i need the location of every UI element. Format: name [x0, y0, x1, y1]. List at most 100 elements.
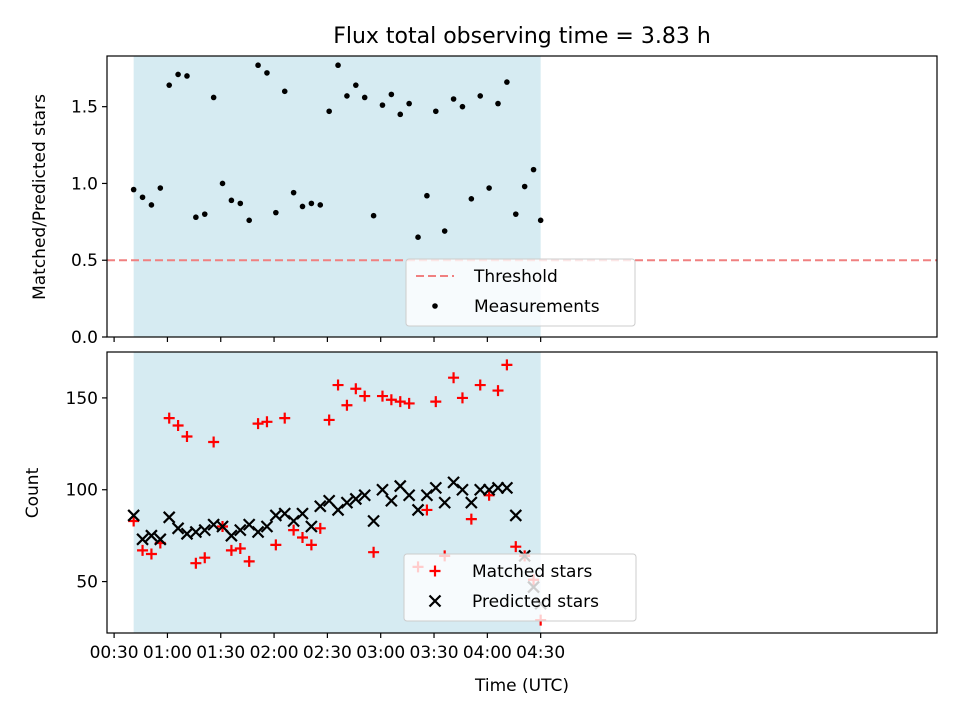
measurement-point [157, 185, 164, 191]
matched-star-point [199, 552, 211, 564]
measurement-point [361, 94, 368, 101]
matched-star-point [288, 524, 300, 536]
predicted-star-point [313, 499, 327, 513]
measurement-point [477, 93, 484, 99]
predicted-star-point [500, 481, 514, 495]
matched-star-point [128, 515, 140, 527]
matched-star-point [510, 541, 522, 553]
top-legend-box [405, 258, 636, 327]
bottom-axes-frame [106, 351, 938, 634]
predicted-star-point [171, 522, 185, 535]
legend-label: Threshold [473, 267, 558, 287]
matched-star-point [350, 383, 362, 395]
measurement-point [299, 203, 306, 210]
measurement-point [424, 192, 430, 199]
measurement-point [450, 96, 457, 102]
measurement-point [166, 82, 173, 88]
matched-star-point [314, 522, 326, 534]
top-panel: 0.0 0.5 1.0 1.5 Threshold Measurements [71, 55, 938, 348]
matched-star-point [456, 392, 468, 404]
matched-star-point [145, 548, 157, 560]
predicted-star-point [456, 483, 469, 497]
measurement-point [433, 108, 439, 115]
matched-star-point [137, 544, 149, 556]
x-tick-label: 02:00 [250, 643, 299, 663]
matched-star-point [190, 557, 202, 569]
legend-label: Predicted stars [472, 592, 599, 612]
predicted-star-point [349, 492, 363, 506]
measurement-point [326, 108, 332, 115]
top-axes-frame [106, 55, 938, 338]
matched-star-point [297, 531, 309, 543]
measurement-point [388, 91, 395, 98]
legend-label: Measurements [474, 297, 600, 317]
measurement-point [264, 70, 270, 76]
measurement-point [246, 217, 252, 224]
matched-star-point [492, 385, 504, 397]
measurement-point [495, 100, 501, 107]
measurement-point [521, 183, 528, 190]
x-tick-label: 03:30 [410, 643, 459, 663]
x-tick-label: 01:00 [143, 643, 192, 663]
measurement-point [335, 62, 341, 69]
matched-star-point [270, 539, 282, 551]
measurement-point [406, 100, 412, 107]
predicted-star-point [136, 533, 149, 546]
matched-star-point [474, 379, 486, 391]
predicted-star-point [127, 509, 140, 522]
predicted-star-point [402, 488, 416, 502]
measurement-point [353, 82, 359, 88]
measurement-point [486, 185, 492, 191]
measurement-point [130, 186, 137, 193]
predicted-star-point [251, 525, 265, 539]
bottom-y-tick-label: 150 [66, 389, 98, 409]
matched-star-point [332, 379, 344, 391]
matched-star-point [181, 430, 193, 442]
legend-predicted-swatch [428, 594, 442, 608]
measurement-point [530, 166, 537, 173]
measurement-point [255, 62, 261, 69]
predicted-star-point [198, 523, 212, 537]
measurement-point [512, 211, 519, 217]
predicted-star-point [465, 496, 478, 509]
x-tick-label: 04:30 [516, 643, 565, 663]
predicted-star-point [429, 481, 443, 495]
predicted-star-point [367, 514, 380, 528]
measurement-point [201, 211, 208, 217]
measurement-point [379, 102, 386, 108]
matched-star-point [323, 414, 335, 426]
matched-star-point [243, 555, 255, 567]
legend-label: Matched stars [472, 562, 592, 582]
matched-star-point [421, 504, 433, 516]
matched-star-point [359, 390, 371, 402]
matched-star-point [465, 513, 477, 525]
measurement-point [139, 194, 146, 201]
matched-star-point [430, 396, 442, 408]
predicted-star-point [145, 529, 158, 542]
measurement-point [441, 228, 448, 234]
measurement-point [184, 73, 190, 79]
top-y-tick-label: 0.0 [71, 328, 98, 348]
measurement-point [397, 111, 404, 118]
matched-star-point [305, 539, 317, 551]
measurement-point [459, 103, 466, 110]
matched-star-point [172, 419, 184, 431]
matched-star-point [234, 543, 246, 555]
chart-title: Flux total observing time = 3.83 h [333, 24, 711, 49]
measurement-point [148, 202, 155, 208]
matched-star-point [252, 418, 264, 430]
predicted-star-point [296, 507, 309, 520]
matched-star-point [341, 399, 353, 411]
measurement-point [468, 196, 475, 202]
matched-star-point [163, 412, 175, 424]
matched-star-point [403, 397, 415, 409]
predicted-star-point [225, 529, 238, 542]
measurement-point [537, 217, 544, 224]
predicted-star-point [438, 496, 451, 509]
measurement-point [504, 79, 510, 85]
predicted-star-point [340, 496, 354, 509]
measurement-point [415, 234, 421, 240]
predicted-star-point [509, 509, 523, 522]
measurement-point [317, 202, 324, 208]
measurement-point [175, 71, 181, 78]
